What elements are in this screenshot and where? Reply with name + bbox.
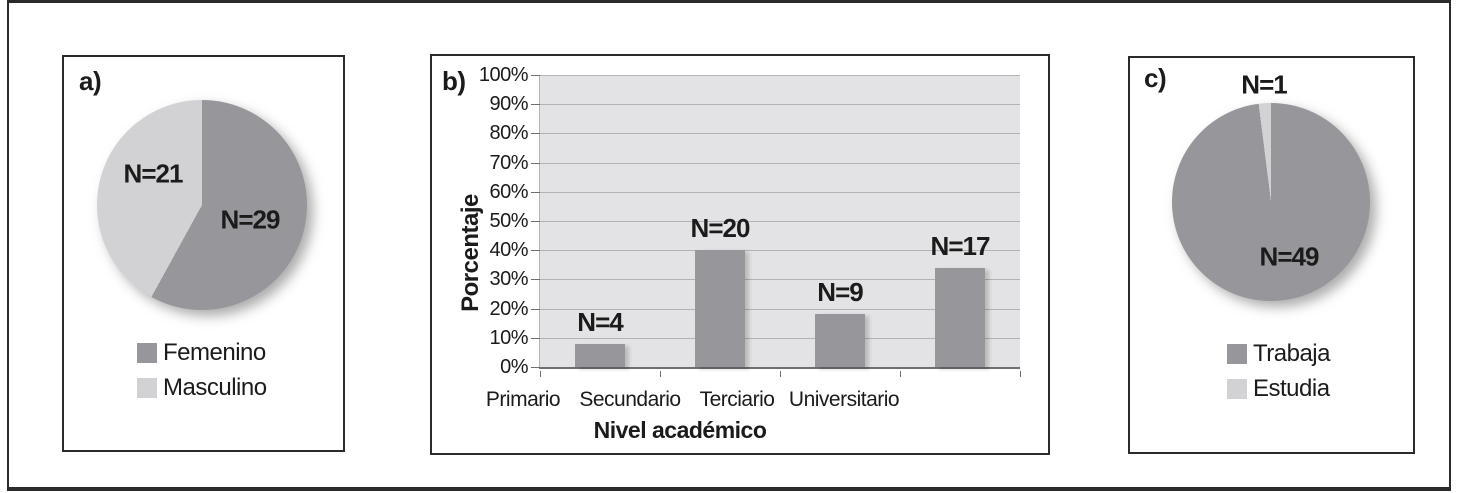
y-axis-tick-label: 40% [489,239,528,262]
y-axis-tick-label: 50% [489,210,528,232]
y-axis-tick-label: 60% [489,180,528,203]
bar-value-label: N=9 [817,277,863,308]
y-axis-tick-label: 20% [489,297,528,320]
gridline [540,104,1020,106]
bar-secundario [695,250,745,367]
panel-c: c) N=1 N=49 Trabaja Estudia [1128,56,1415,454]
x-axis-category-label: Secundario [579,388,681,411]
legend-label-femenino: Femenino [163,339,266,366]
y-axis-tick-label: 100% [478,64,529,86]
y-axis-tick [531,75,540,76]
bar-primario [575,343,625,367]
gridline [540,75,1020,76]
x-axis-tick [780,371,781,377]
x-axis-category-label: Universitario [788,388,900,411]
bar-universitario [935,267,985,367]
legend-item-femenino: Femenino [137,341,267,365]
y-axis-tick-label: 80% [489,122,528,145]
panel-b: b) Porcentaje Nivel académico 0% 10% 20% 30… [430,54,1050,455]
trabaja-swatch-icon [1227,344,1247,364]
bar-value-label: N=4 [577,306,623,337]
y-axis-tick [531,279,540,281]
bar-value-label: N=20 [690,213,751,244]
y-axis-tick [531,250,540,252]
femenino-swatch-icon [137,343,157,363]
pie-c-slice-label-estudia: N=1 [1241,69,1287,100]
legend-label-trabaja: Trabaja [1253,340,1330,367]
gridline [540,221,1020,222]
gridline [540,133,1020,135]
x-axis-title: Nivel académico [593,417,767,443]
panel-b-letter: b) [442,66,466,96]
estudia-swatch-icon [1227,379,1247,399]
figure-outer-border: a) N=29 N=21 Femenino Masculino b) Porce… [7,0,1451,491]
y-axis-tick-label: 10% [489,326,528,349]
panel-a: a) N=29 N=21 Femenino Masculino [62,55,345,452]
gridline [540,308,1020,310]
y-axis-tick [531,191,540,193]
y-axis-tick [531,367,540,368]
x-axis-category-label: Primario [485,388,561,411]
bar-value-label: N=17 [930,230,991,261]
legend-occupation: Trabaja Estudia [1227,342,1330,401]
x-axis-tick [540,371,541,377]
pie-c-slice-label-trabaja: N=49 [1259,241,1320,272]
x-axis-tick [1020,371,1021,377]
y-axis-tick-label: 0% [500,356,528,378]
x-axis-tick [900,371,901,377]
pie-a-slice-label-masculino: N=21 [123,158,184,189]
pie-chart-occupation [1172,103,1370,301]
y-axis-tick [531,104,540,106]
y-axis-tick [531,162,540,164]
masculino-swatch-icon [137,378,157,398]
y-axis-tick-label: 30% [489,268,528,291]
x-axis-category-label: Terciario [699,388,775,411]
gridline [540,191,1020,193]
legend-label-masculino: Masculino [163,374,267,401]
y-axis-tick-label: 90% [489,93,528,116]
y-axis-tick-label: 70% [489,151,528,174]
pie-a-slice-label-femenino: N=29 [220,204,281,235]
panel-c-letter: c) [1144,63,1167,93]
y-axis-tick [531,133,540,135]
gridline [540,162,1020,164]
legend-item-estudia: Estudia [1227,377,1330,401]
bar-terciario [815,314,865,367]
bar-plot-area: Nivel académico 0% 10% 20% 30% 40% 50% 60% 70% 8… [479,64,1021,443]
gridline [540,337,1020,339]
pie-chart-sex [97,100,307,310]
y-axis-tick [531,308,540,310]
y-axis-tick [531,337,540,339]
gridline [540,250,1020,252]
legend-sex: Femenino Masculino [137,341,267,400]
y-axis-tick [531,221,540,222]
x-axis-tick [660,371,661,377]
legend-item-trabaja: Trabaja [1227,342,1330,366]
gridline [540,279,1020,281]
panel-a-letter: a) [79,66,102,96]
legend-label-estudia: Estudia [1253,375,1330,402]
legend-item-masculino: Masculino [137,376,267,400]
